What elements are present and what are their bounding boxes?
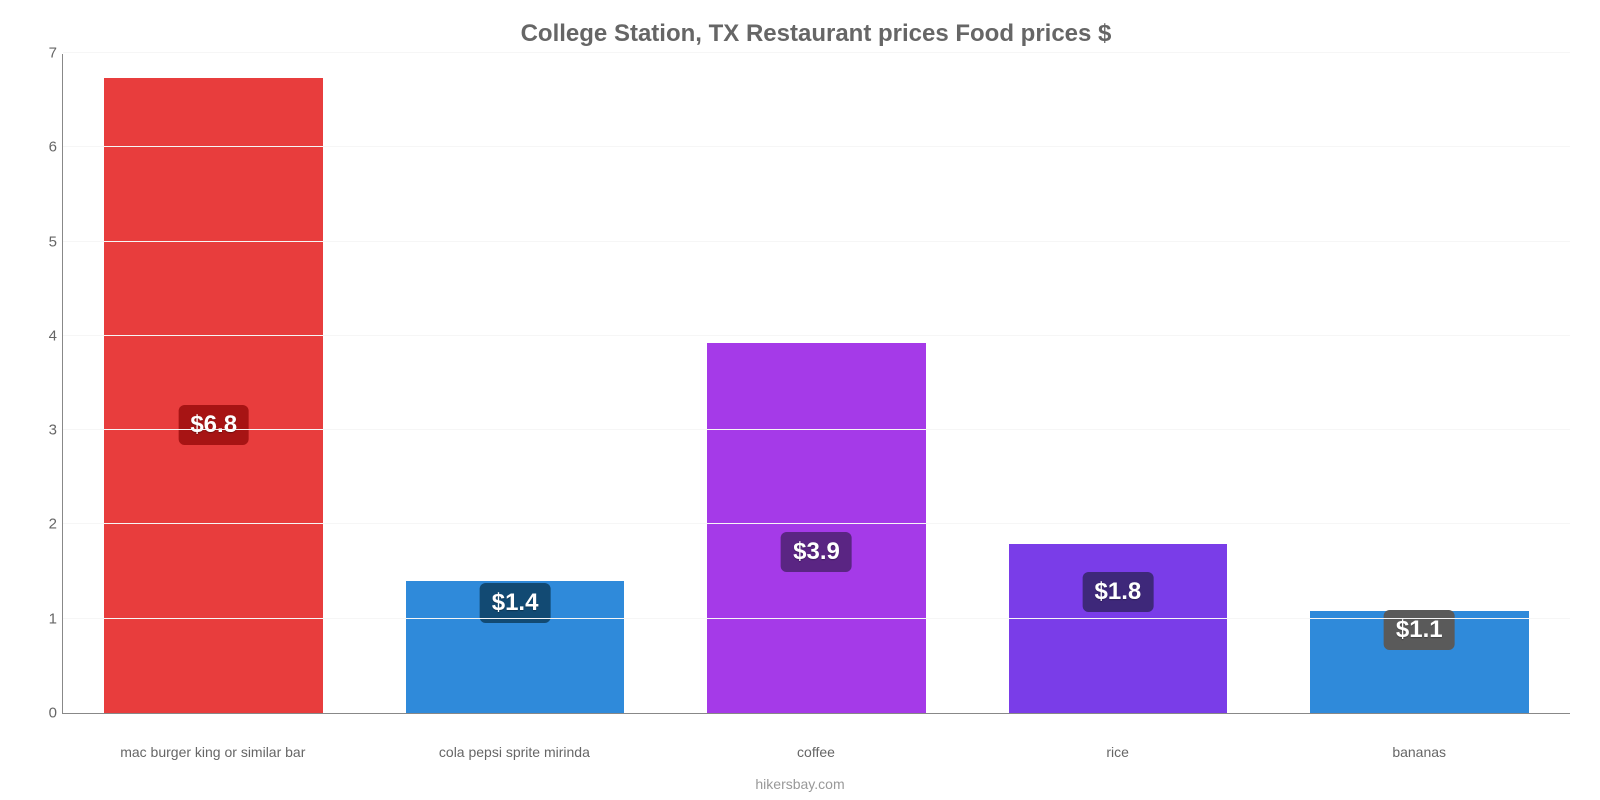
grid-line	[63, 618, 1570, 619]
x-axis-label: bananas	[1392, 744, 1446, 760]
y-tick-label: 7	[33, 45, 57, 62]
grid-line	[63, 429, 1570, 430]
bar: $1.1	[1310, 611, 1529, 713]
bar-value-badge: $6.8	[178, 405, 249, 445]
y-tick-label: 5	[33, 233, 57, 250]
x-axis-label: cola pepsi sprite mirinda	[439, 744, 590, 760]
bars-layer: $6.8 $1.4 $3.9 $1.8 $1.1	[63, 54, 1570, 713]
x-axis-label: coffee	[797, 744, 835, 760]
grid-line	[63, 523, 1570, 524]
chart-title: College Station, TX Restaurant prices Fo…	[62, 20, 1570, 48]
grid-line	[63, 241, 1570, 242]
y-tick-label: 3	[33, 422, 57, 439]
chart-container: College Station, TX Restaurant prices Fo…	[0, 0, 1600, 800]
plot-area: $6.8$1.4$3.9$1.8$1.1 01234567	[62, 54, 1570, 714]
y-tick-label: 6	[33, 139, 57, 156]
grid-line	[63, 146, 1570, 147]
x-axis-label: mac burger king or similar bar	[120, 744, 305, 760]
y-tick-label: 1	[33, 610, 57, 627]
grid-line	[63, 52, 1570, 53]
x-axis-labels: mac burger king or similar bar cola pepsi…	[62, 744, 1570, 766]
chart-footer: hikersbay.com	[0, 776, 1600, 792]
bar: $1.8	[1009, 544, 1228, 713]
y-tick-label: 2	[33, 516, 57, 533]
bar: $1.4	[406, 581, 625, 713]
bar-value-badge: $1.1	[1384, 610, 1455, 650]
bar-value-badge: $1.8	[1083, 572, 1154, 612]
grid-line	[63, 335, 1570, 336]
y-tick-label: 4	[33, 327, 57, 344]
x-axis-label: rice	[1106, 744, 1129, 760]
y-tick-label: 0	[33, 705, 57, 722]
bar-value-badge: $3.9	[781, 532, 852, 572]
bar: $3.9	[707, 343, 926, 713]
